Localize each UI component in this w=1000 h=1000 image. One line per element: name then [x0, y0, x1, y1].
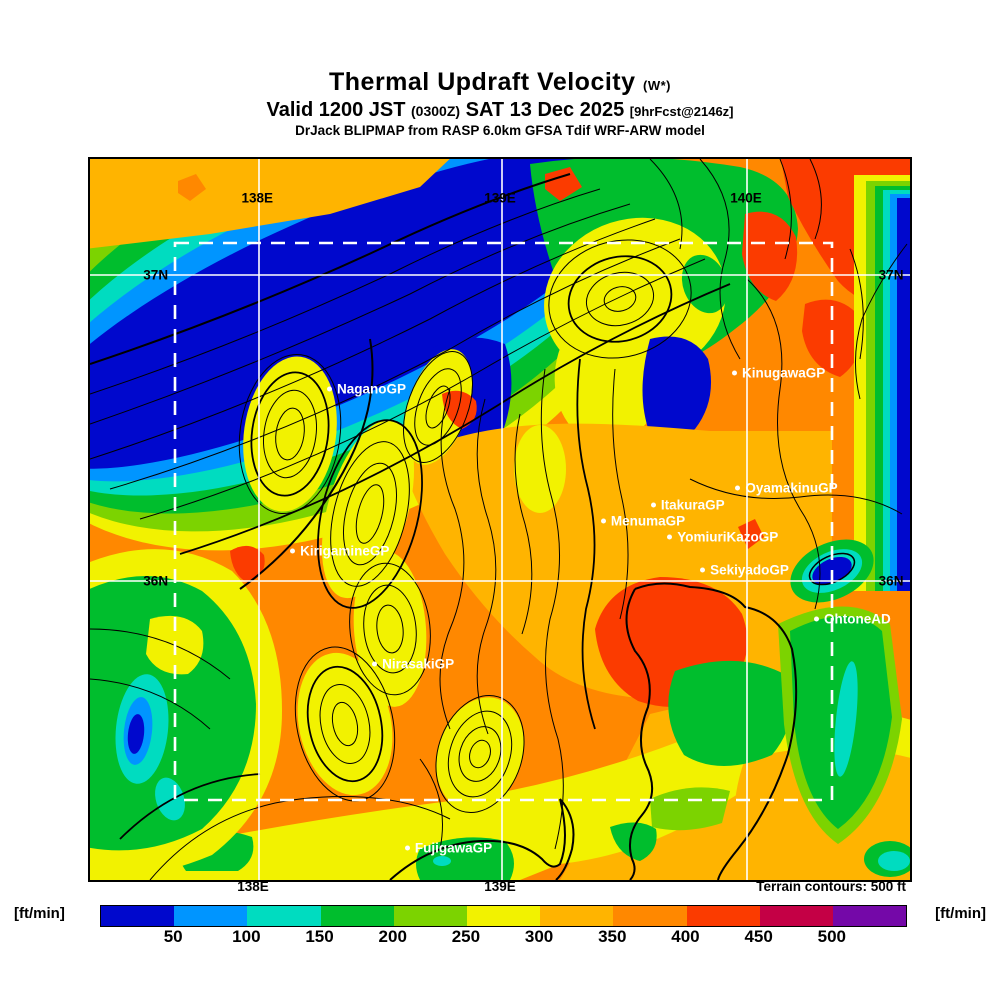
- site-name-text: NirasakiGP: [382, 656, 455, 672]
- grid-label-37n: 37N: [143, 267, 169, 283]
- colorbar-segment-5: [466, 906, 541, 926]
- colorbar-tick-300: 300: [524, 927, 554, 946]
- bottom-lon-label-139e: 139E: [484, 879, 516, 894]
- site-label-ohtonead: OhtoneAD: [814, 611, 891, 626]
- site-marker-dot: [600, 518, 606, 524]
- colorbar-wrap: [ft/min] 50 100 150 200 250 300 350 400 450 500 […: [0, 900, 1000, 960]
- valid-prefix: Valid 1200 JST: [266, 99, 406, 121]
- grid-label-139e: 139E: [484, 190, 516, 206]
- colorbar-segment-0: [101, 906, 175, 926]
- colorbar-segment-2: [247, 906, 321, 926]
- grid-label-36n: 36N: [143, 573, 169, 589]
- site-label-nirasakigp: NirasakiGP: [372, 656, 454, 671]
- site-marker-dot: [650, 502, 656, 508]
- valid-forecast-tag: [9hrFcst@2146z]: [629, 104, 734, 119]
- title-block: Thermal Updraft Velocity (W*) Valid 1200…: [0, 68, 1000, 138]
- colorbar-tick-500: 500: [817, 927, 846, 946]
- colorbar-tick-100: 100: [232, 927, 261, 946]
- site-name-text: SekiyadoGP: [710, 562, 789, 578]
- colorbar-tick-200: 200: [378, 927, 407, 946]
- site-label-fujigawagp: FujigawaGP: [404, 840, 493, 856]
- colorbar-segment-10: [832, 906, 907, 926]
- colorbar-segment-6: [540, 906, 614, 926]
- map-frame: 138E 139E 140E 37N 37N 36N 36N NaganoGP Kinugawa…: [88, 157, 912, 882]
- site-name-text: ItakuraGP: [660, 497, 725, 513]
- top-center-thermal-hill: [530, 159, 798, 444]
- colorbar-segment-3: [320, 906, 394, 926]
- site-name-text: KinugawaGP: [742, 365, 826, 381]
- colorbar-ticks: 50 100 150 200 250 300 350 400 450 500: [100, 927, 905, 949]
- below-map-labels: 138E 139E Terrain contours: 500 ft: [88, 879, 908, 897]
- terrain-contours-note: Terrain contours: 500 ft: [756, 879, 906, 894]
- site-label-kinugawagp: KinugawaGP: [732, 366, 825, 381]
- site-marker-dot: [732, 370, 738, 376]
- site-label-menumagp: MenumaGP: [600, 513, 686, 529]
- mountain-yellow-islands: [243, 349, 566, 811]
- graticule: [90, 159, 910, 880]
- bottom-lon-label-138e: 138E: [237, 879, 269, 894]
- site-marker-dot: [372, 661, 378, 667]
- colorbar-unit-right: [ft/min]: [935, 905, 986, 922]
- site-label-oyamakinugp: OyamakinuGP: [735, 480, 838, 496]
- colorbar-tick-150: 150: [305, 927, 334, 946]
- site-label-sekiyadogp: SekiyadoGP: [700, 562, 789, 577]
- site-marker-dot: [700, 567, 706, 573]
- site-name-text: NaganoGP: [336, 381, 406, 397]
- model-line: DrJack BLIPMAP from RASP 6.0km GFSA Tdif…: [295, 123, 705, 138]
- site-name-text: OyamakinuGP: [745, 480, 838, 496]
- colorbar-segment-9: [759, 906, 833, 926]
- colorbar-segment-1: [174, 906, 248, 926]
- site-marker-dot: [667, 534, 673, 540]
- title-note: (W*): [642, 78, 671, 93]
- site-marker-dot: [290, 548, 296, 554]
- site-name-text: YomiuriKazoGP: [677, 529, 779, 545]
- valid-time-line: Valid 1200 JST (0300Z) SAT 13 Dec 2025 […: [0, 99, 1000, 122]
- contour-lines: [90, 159, 908, 880]
- colorbar-tick-50: 50: [163, 927, 183, 946]
- grid-label-138e: 138E: [241, 190, 274, 206]
- site-marker-dot: [404, 845, 410, 851]
- site-label-yomiurikazogp: YomiuriKazoGP: [667, 529, 778, 544]
- site-name-text: OhtoneAD: [824, 611, 891, 627]
- site-label-itakuragp: ItakuraGP: [650, 497, 725, 513]
- valid-zulu: (0300Z): [411, 103, 461, 119]
- colorbar-tick-450: 450: [744, 927, 773, 946]
- colorbar-unit-left: [ft/min]: [14, 905, 65, 922]
- grid-label-37n: 37N: [878, 267, 904, 283]
- colorbar-segment-7: [613, 906, 687, 926]
- page-title: Thermal Updraft Velocity (W*): [0, 68, 1000, 97]
- colorbar-tick-250: 250: [451, 927, 481, 946]
- grid-label-36n: 36N: [878, 573, 904, 589]
- site-marker-dot: [326, 386, 332, 392]
- valid-date: SAT 13 Dec 2025: [465, 99, 625, 121]
- site-marker-dot: [814, 616, 820, 622]
- site-label-kirigaminegp: KirigamineGP: [290, 544, 389, 559]
- colorbar-segment-8: [686, 906, 760, 926]
- colorbar-tick-350: 350: [598, 927, 627, 946]
- site-name-text: FujigawaGP: [414, 840, 493, 856]
- colorbar-tick-400: 400: [671, 927, 700, 946]
- site-label-naganogp: NaganoGP: [326, 381, 406, 397]
- title-main-text: Thermal Updraft Velocity: [329, 68, 636, 96]
- grid-label-140e: 140E: [730, 190, 762, 206]
- site-name-text: MenumaGP: [610, 513, 686, 529]
- site-marker-dot: [735, 485, 741, 491]
- site-name-text: KirigamineGP: [300, 543, 390, 559]
- inner-domain-box: [173, 241, 834, 802]
- east-green-band: [778, 606, 910, 877]
- map-field: [90, 159, 910, 880]
- colorbar: [100, 905, 907, 927]
- map-label-overlay: 138E 139E 140E 37N 37N 36N 36N NaganoGP Kinugawa…: [90, 159, 910, 880]
- colorbar-segment-4: [393, 906, 467, 926]
